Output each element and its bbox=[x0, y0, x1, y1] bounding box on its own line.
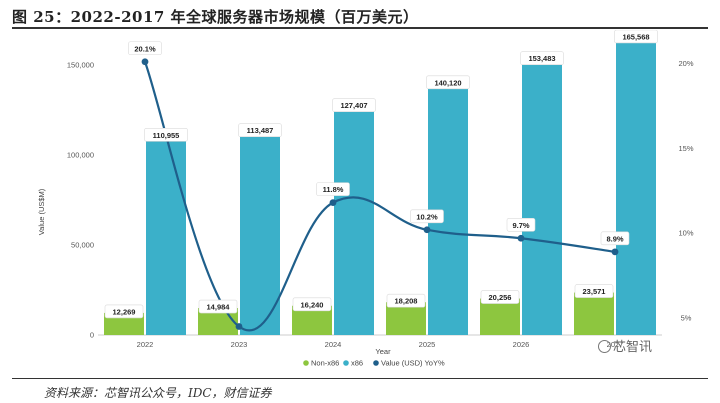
bar-x86 bbox=[240, 130, 280, 335]
data-label: 20,256 bbox=[489, 293, 512, 302]
data-label: 16,240 bbox=[301, 300, 324, 309]
legend-marker bbox=[303, 360, 309, 366]
chart-panel: Value (US$M) Year 0 50,000 100,000 150,000 5… bbox=[14, 29, 706, 376]
y-tick-label: 50,000 bbox=[71, 241, 94, 250]
data-label-box bbox=[480, 290, 520, 304]
yoy-point bbox=[141, 58, 149, 66]
title-rule bbox=[12, 27, 708, 29]
data-labels-group: 12,269 110,955 14,984 113,487 16,240 127,407 1… bbox=[104, 29, 658, 319]
y2-tick-label: 10% bbox=[678, 229, 693, 238]
data-label-box bbox=[410, 209, 444, 224]
data-label-box bbox=[292, 297, 332, 312]
yoy-point bbox=[423, 226, 431, 234]
yoy-point bbox=[517, 234, 525, 242]
source-note: 资料来源：芯智讯公众号，IDC，财信证券 bbox=[44, 386, 272, 400]
data-label: 23,571 bbox=[583, 287, 606, 296]
watermark-text: 芯智讯 bbox=[613, 340, 653, 355]
bar-non-x86 bbox=[104, 312, 144, 335]
data-label-box bbox=[386, 293, 426, 308]
data-label-box bbox=[506, 217, 536, 232]
data-label-box bbox=[614, 29, 658, 44]
y2-tick-label: 5% bbox=[681, 314, 692, 323]
server-market-chart: Value (US$M) Year 0 50,000 100,000 150,000 5… bbox=[37, 29, 694, 368]
bar-non-x86 bbox=[574, 292, 614, 335]
legend: Non-x86 x86 Value (USD) YoY% bbox=[303, 359, 445, 368]
legend-label: x86 bbox=[351, 359, 363, 368]
x-tick-label: 2022 bbox=[137, 340, 154, 349]
watermark: 芯智讯 bbox=[598, 336, 652, 355]
data-label-box bbox=[198, 299, 238, 314]
data-label-box bbox=[238, 123, 282, 138]
yoy-line-group bbox=[141, 58, 619, 332]
data-label-box bbox=[144, 127, 188, 142]
data-label: 9.7% bbox=[512, 221, 529, 230]
data-label-box bbox=[128, 41, 162, 56]
legend-label: Value (USD) YoY% bbox=[381, 359, 445, 368]
figure-title: 图 25：2022-2017 年全球服务器市场规模（百万美元） bbox=[12, 8, 419, 26]
y-tick-label: 150,000 bbox=[67, 61, 94, 70]
bar-x86 bbox=[146, 135, 186, 335]
bars-group bbox=[104, 36, 656, 336]
axes-group: 0 50,000 100,000 150,000 5% 10% 15% 20% 2022 2023… bbox=[67, 59, 694, 349]
y-axis-label: Value (US$M) bbox=[37, 188, 46, 235]
x-axis-label: Year bbox=[375, 347, 391, 356]
data-label: 20.1% bbox=[134, 44, 156, 53]
data-label: 165,568 bbox=[622, 32, 649, 41]
bar-x86 bbox=[616, 36, 656, 335]
data-label: 12,269 bbox=[113, 307, 136, 316]
legend-marker bbox=[373, 360, 379, 366]
y2-tick-label: 20% bbox=[678, 59, 693, 68]
data-label: 8.9% bbox=[606, 234, 623, 243]
wechat-icon bbox=[598, 340, 611, 353]
data-label: 113,487 bbox=[247, 126, 274, 135]
x-tick-label: 2026 bbox=[513, 340, 530, 349]
data-label: 10.2% bbox=[416, 212, 438, 221]
x-tick-label: 2024 bbox=[325, 340, 342, 349]
data-label-box bbox=[426, 75, 470, 90]
data-label: 14,984 bbox=[207, 303, 231, 312]
data-label: 110,955 bbox=[153, 131, 180, 140]
data-label: 127,407 bbox=[340, 101, 367, 110]
data-label-box bbox=[104, 304, 144, 319]
y-tick-label: 0 bbox=[90, 331, 94, 340]
y2-tick-label: 15% bbox=[678, 144, 693, 153]
bar-x86 bbox=[334, 105, 374, 336]
legend-label: Non-x86 bbox=[311, 359, 339, 368]
legend-marker bbox=[343, 360, 349, 366]
data-label: 18,208 bbox=[395, 297, 418, 306]
x-tick-label: 2025 bbox=[419, 340, 436, 349]
yoy-point bbox=[329, 199, 337, 207]
data-label-box bbox=[574, 284, 614, 298]
bar-non-x86 bbox=[480, 298, 520, 335]
data-label: 140,120 bbox=[434, 78, 461, 87]
x-tick-label: 2023 bbox=[231, 340, 248, 349]
x-tick-label: 2027 bbox=[607, 340, 624, 349]
data-label: 153,483 bbox=[528, 54, 555, 63]
source-rule bbox=[12, 378, 708, 379]
data-label-box bbox=[600, 231, 630, 246]
yoy-point bbox=[611, 248, 619, 256]
y-tick-label: 100,000 bbox=[67, 151, 94, 160]
yoy-point bbox=[235, 323, 243, 330]
data-label-box bbox=[316, 182, 350, 196]
data-label-box bbox=[332, 98, 376, 112]
data-label: 11.8% bbox=[323, 185, 344, 194]
bar-x86 bbox=[522, 58, 562, 336]
bar-x86 bbox=[428, 82, 468, 335]
bar-non-x86 bbox=[386, 302, 426, 335]
data-label-box bbox=[520, 51, 564, 66]
